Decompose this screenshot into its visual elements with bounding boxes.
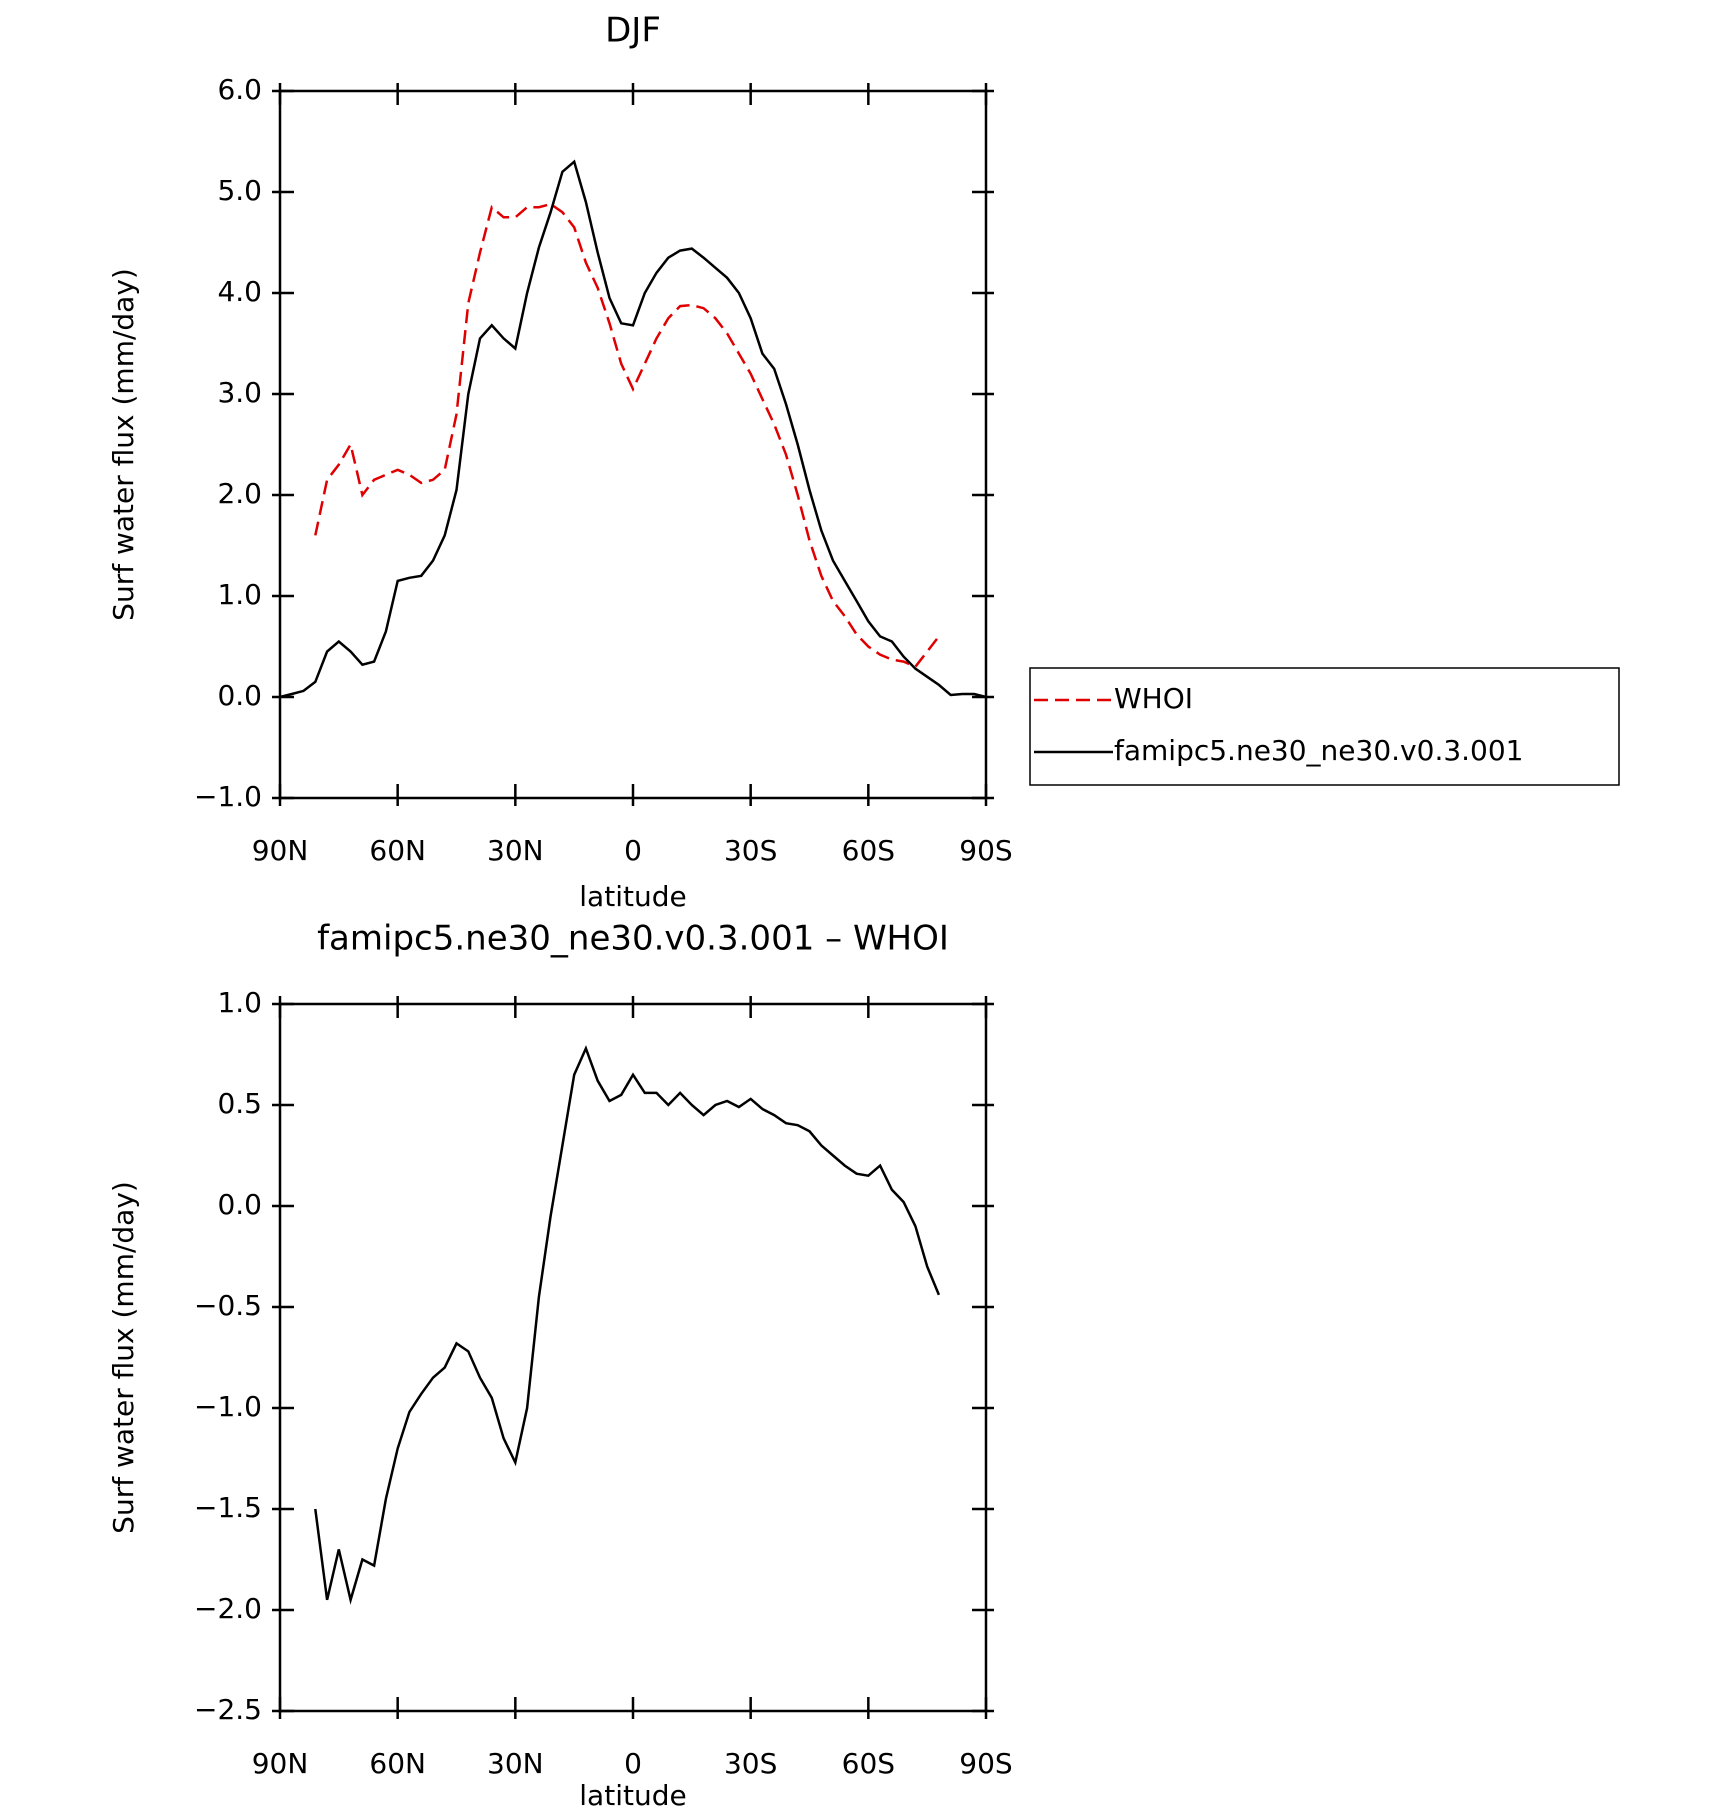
y-tick-label: 4.0 (217, 275, 262, 308)
data-line (279, 159, 987, 699)
y-tick-label: 0.0 (217, 1188, 262, 1221)
x-tick-label: 90S (959, 834, 1012, 867)
y-tick-label: 1.0 (217, 986, 262, 1019)
x-tick-label: 30N (487, 1747, 544, 1780)
x-tick-label: 90S (959, 1747, 1012, 1780)
y-tick-label: −2.0 (194, 1592, 262, 1625)
plot-frame (278, 1002, 988, 1713)
chart-title: DJF (605, 11, 661, 51)
y-tick-label: 6.0 (217, 73, 262, 106)
y-tick-label: −1.0 (194, 780, 262, 813)
x-tick-label: 60N (369, 1747, 426, 1780)
x-tick-label: 30S (724, 834, 777, 867)
x-axis-label: latitude (579, 880, 686, 913)
y-tick-label: 1.0 (217, 578, 262, 611)
y-tick-label: −1.0 (194, 1390, 262, 1423)
x-tick-label: 90N (252, 1747, 309, 1780)
y-tick-label: 5.0 (217, 174, 262, 207)
x-tick-label: 0 (624, 1747, 642, 1780)
x-tick-label: 60S (842, 1747, 895, 1780)
x-axis-label: latitude (579, 1779, 686, 1811)
x-tick-label: 60S (842, 834, 895, 867)
y-tick-label: −2.5 (194, 1693, 262, 1726)
legend-box (1029, 667, 1620, 786)
x-tick-label: 30S (724, 1747, 777, 1780)
x-tick-label: 0 (624, 834, 642, 867)
chart-title: famipc5.ne30_ne30.v0.3.001 – WHOI (317, 919, 949, 959)
y-tick-label: 0.5 (217, 1087, 262, 1120)
y-axis-label: Surf water flux (mm/day) (107, 1181, 140, 1534)
y-tick-label: 3.0 (217, 376, 262, 409)
legend-label: WHOI (1114, 682, 1193, 715)
data-line (314, 1045, 941, 1605)
y-tick-label: 0.0 (217, 679, 262, 712)
y-axis-label: Surf water flux (mm/day) (107, 268, 140, 621)
y-tick-label: 2.0 (217, 477, 262, 510)
y-tick-label: −0.5 (194, 1289, 262, 1322)
plot-frame (278, 89, 988, 800)
x-tick-label: 90N (252, 834, 309, 867)
legend-label: famipc5.ne30_ne30.v0.3.001 (1114, 734, 1524, 767)
x-tick-label: 60N (369, 834, 426, 867)
y-tick-label: −1.5 (194, 1491, 262, 1524)
x-tick-label: 30N (487, 834, 544, 867)
data-line (314, 202, 940, 669)
